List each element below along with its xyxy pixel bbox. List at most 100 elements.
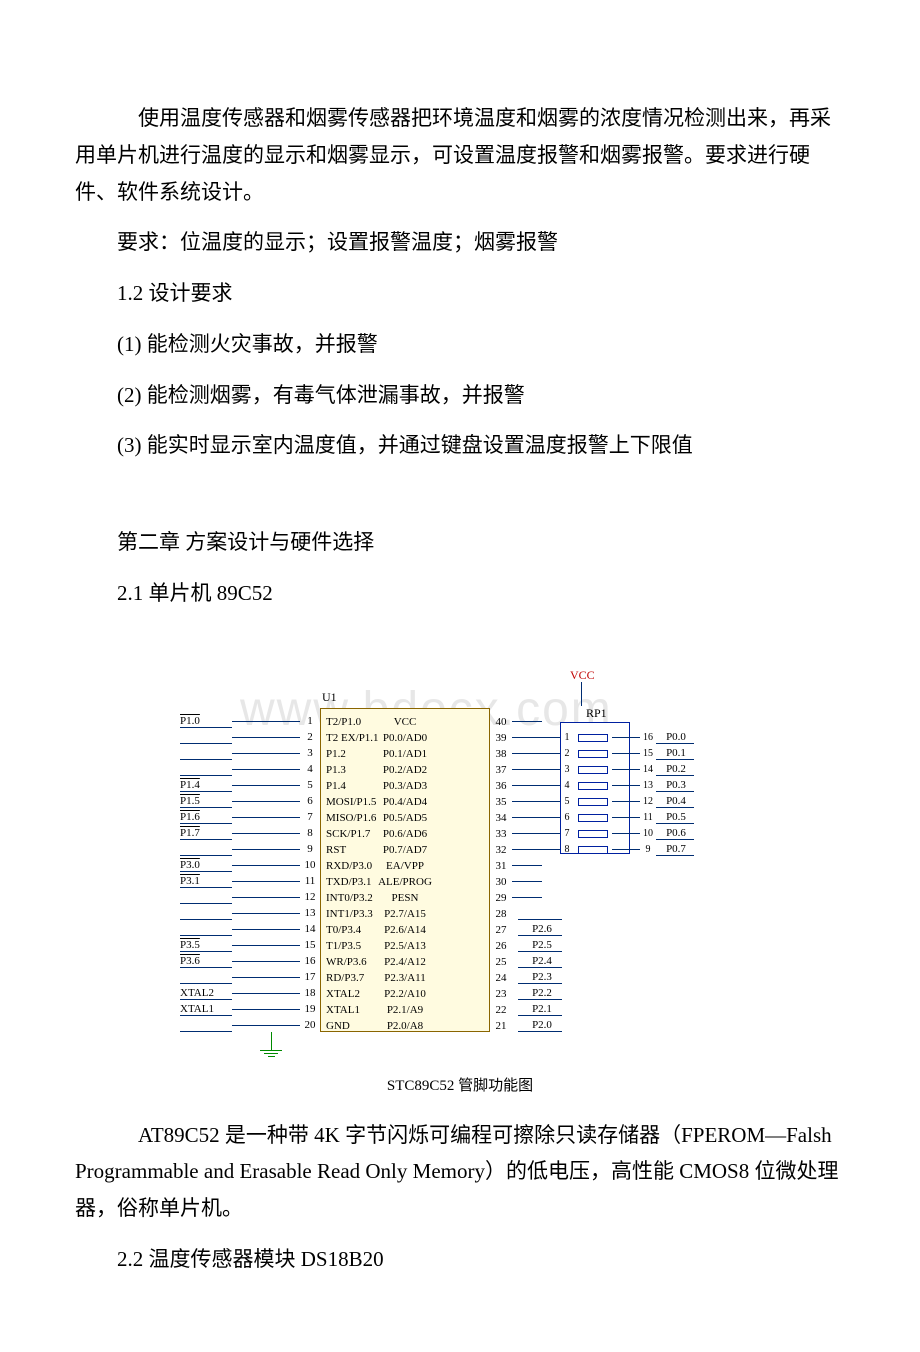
pin-net-label: P3.0 (180, 859, 232, 872)
pin-net-label: P1.7 (180, 827, 232, 840)
left-pin-row: P3.515 (180, 938, 320, 954)
pin-number: 3 (300, 747, 320, 759)
pin-wire (232, 737, 300, 738)
rp-net-label: P0.4 (656, 795, 694, 808)
chip-pin-name: P0.0/AD0 (320, 732, 490, 744)
pin-net-label: XTAL1 (180, 1003, 232, 1016)
left-pin-row: 3 (180, 746, 320, 762)
left-pin-row: P1.56 (180, 794, 320, 810)
chip-pin-name: P2.5/A13 (320, 940, 490, 952)
rp-wire (612, 801, 640, 802)
resistor-pack-row: 710P0.6 (520, 826, 694, 842)
chip-pin-name: VCC (320, 716, 490, 728)
pin-net-label: P2.6 (518, 923, 562, 936)
resistor-symbol (578, 830, 608, 838)
resistor-pack-row: 611P0.5 (520, 810, 694, 826)
rp-refdes: RP1 (586, 706, 607, 721)
pin-net-label: P2.0 (518, 1019, 562, 1032)
pin-number: 8 (300, 827, 320, 839)
right-pin-row: 22P2.1 (490, 1002, 562, 1018)
left-pin-row: P1.67 (180, 810, 320, 826)
mcu-schematic: www.bdocx.com VCC U1 RP1 P1.01T2/P1.02T2… (180, 668, 740, 1068)
left-pin-row: 4 (180, 762, 320, 778)
pin-number: 37 (490, 764, 512, 776)
rp-wire (612, 833, 640, 834)
chip-pin-name: P2.7/A15 (320, 908, 490, 920)
pin-wire (232, 1009, 300, 1010)
pin-number: 20 (300, 1019, 320, 1031)
resistor-pack-row: 215P0.1 (520, 746, 694, 762)
left-pin-row: 17 (180, 970, 320, 986)
right-pin-row: 40 (490, 714, 542, 730)
pin-number: 14 (300, 923, 320, 935)
pin-wire (232, 945, 300, 946)
chip-pin-name: P0.5/AD5 (320, 812, 490, 824)
rp-net-label: P0.3 (656, 779, 694, 792)
rp-wire (520, 817, 560, 818)
rp-pin-number: 5 (560, 796, 574, 807)
intro-paragraph: 使用温度传感器和烟雾传感器把环境温度和烟雾的浓度情况检测出来，再采用单片机进行温… (75, 100, 845, 210)
chip-pin-name: P2.0/A8 (320, 1020, 490, 1032)
rp-wire (612, 737, 640, 738)
pin-wire (232, 977, 300, 978)
rp-pin-number: 11 (640, 812, 656, 823)
rp-wire (612, 769, 640, 770)
pin-number: 34 (490, 812, 512, 824)
pin-wire (232, 849, 300, 850)
chip-refdes: U1 (322, 690, 337, 705)
pin-number: 15 (300, 939, 320, 951)
pin-number: 36 (490, 780, 512, 792)
pin-number: 10 (300, 859, 320, 871)
rp-pin-number: 14 (640, 764, 656, 775)
left-pin-row: P1.7 8 (180, 826, 320, 842)
requirement-line: 要求：位温度的显示；设置报警温度；烟雾报警 (75, 224, 845, 261)
pin-number: 23 (490, 988, 512, 1000)
left-pin-row: 20 (180, 1018, 320, 1034)
pin-wire (232, 961, 300, 962)
rp-wire (520, 737, 560, 738)
pin-net-label: P2.4 (518, 955, 562, 968)
rp-pin-number: 10 (640, 828, 656, 839)
rp-wire (520, 801, 560, 802)
rp-net-label: P0.5 (656, 811, 694, 824)
pin-wire (232, 865, 300, 866)
right-pin-row: 26P2.5 (490, 938, 562, 954)
pin-number: 35 (490, 796, 512, 808)
pin-wire (232, 769, 300, 770)
pin-number: 2 (300, 731, 320, 743)
pin-wire (232, 881, 300, 882)
rp-wire (520, 785, 560, 786)
pin-net-label (180, 907, 232, 920)
chip-pin-name: P2.4/A12 (320, 956, 490, 968)
rp-wire (520, 833, 560, 834)
pin-number: 19 (300, 1003, 320, 1015)
pin-number: 38 (490, 748, 512, 760)
chip-pin-name: P2.1/A9 (320, 1004, 490, 1016)
resistor-symbol (578, 766, 608, 774)
chip-pin-name: P2.3/A11 (320, 972, 490, 984)
chip-pin-name: P2.6/A14 (320, 924, 490, 936)
pin-number: 33 (490, 828, 512, 840)
left-pin-row: 13 (180, 906, 320, 922)
gnd-symbol (260, 1032, 282, 1058)
pin-number: 24 (490, 972, 512, 984)
resistor-symbol (578, 814, 608, 822)
chip-pin-name: ALE/PROG (320, 876, 490, 888)
pin-net-label: P2.1 (518, 1003, 562, 1016)
schematic-figure: www.bdocx.com VCC U1 RP1 P1.01T2/P1.02T2… (75, 668, 845, 1068)
section-2-2-heading: 2.2 温度传感器模块 DS18B20 (75, 1241, 845, 1278)
right-pin-row: 24P2.3 (490, 970, 562, 986)
after-figure-paragraph: AT89C52 是一种带 4K 字节闪烁可编程可擦除只读存储器（FPEROM—F… (75, 1117, 845, 1227)
rp-net-label: P0.6 (656, 827, 694, 840)
pin-net-label (180, 843, 232, 856)
rp-wire (612, 785, 640, 786)
rp-pin-number: 4 (560, 780, 574, 791)
pin-net-label: P1.5 (180, 795, 232, 808)
pin-net-label (180, 923, 232, 936)
chapter-2-heading: 第二章 方案设计与硬件选择 (75, 524, 845, 561)
chip-pin-name: P0.2/AD2 (320, 764, 490, 776)
pin-number: 40 (490, 716, 512, 728)
chip-pin-name: P0.4/AD4 (320, 796, 490, 808)
rp-pin-number: 16 (640, 732, 656, 743)
chip-pin-name: P2.2/A10 (320, 988, 490, 1000)
